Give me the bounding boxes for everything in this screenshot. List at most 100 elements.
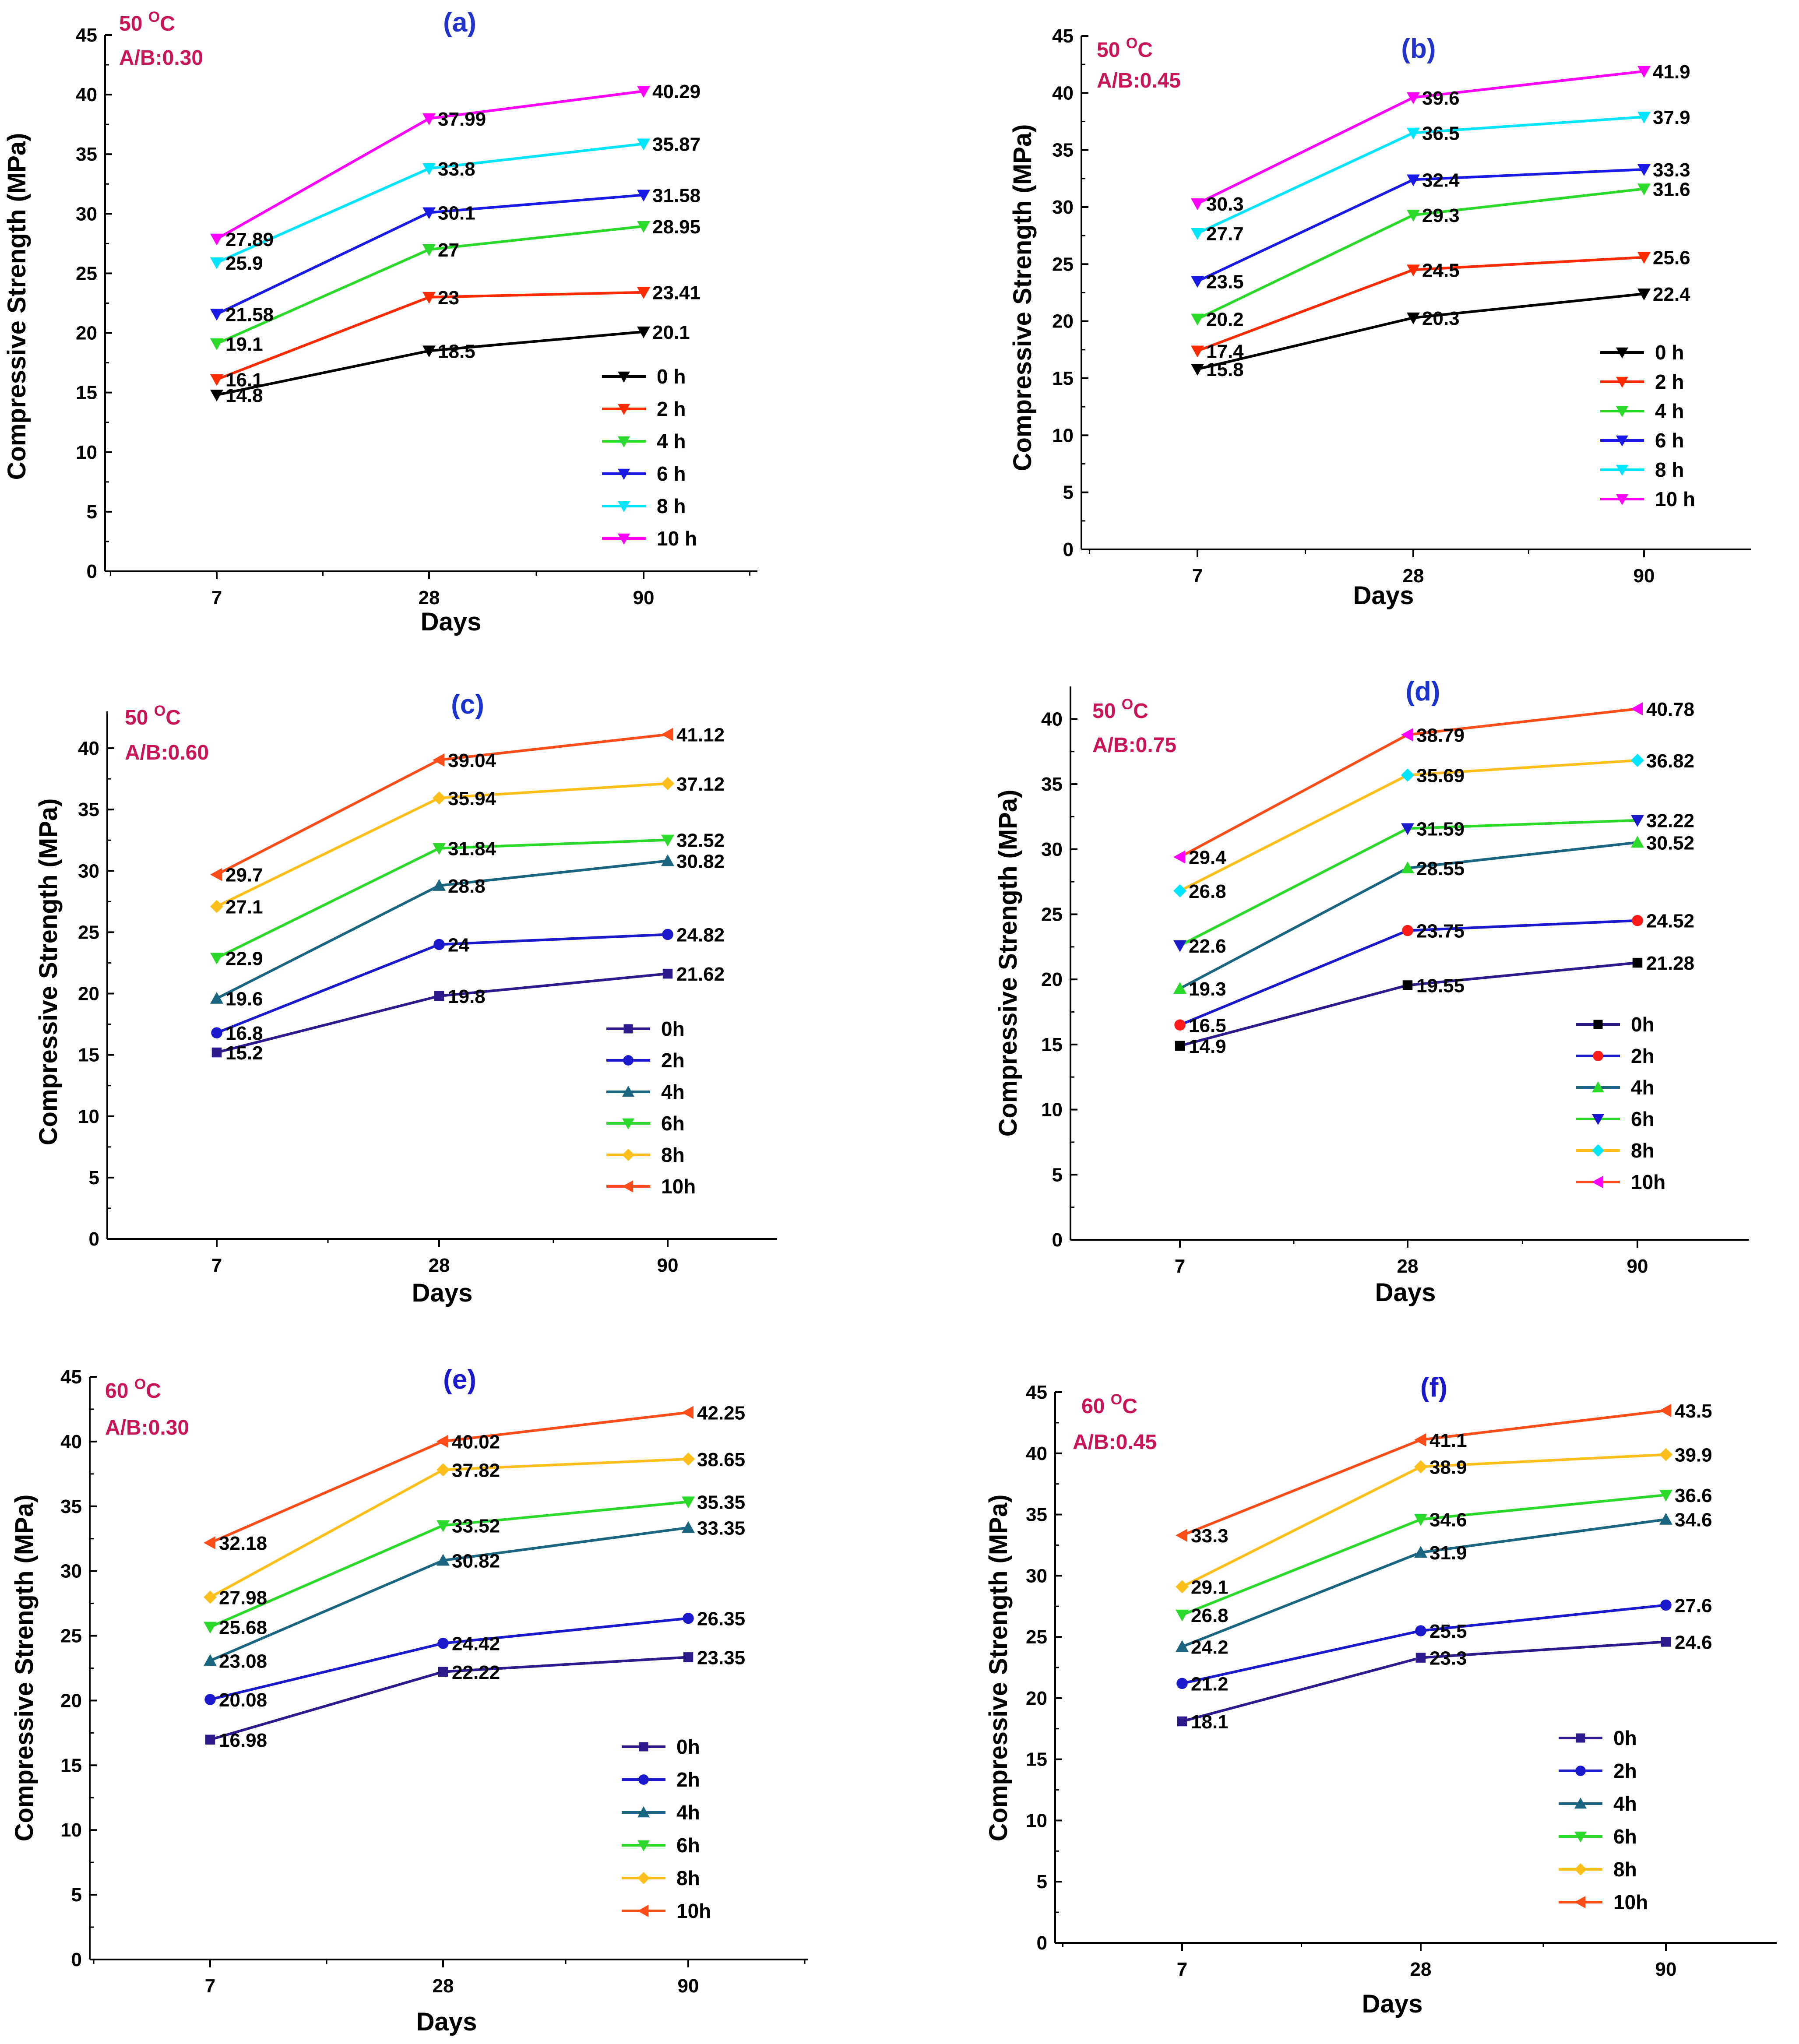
- data-label: 37.82: [452, 1460, 500, 1481]
- y-tick-label: 40: [78, 738, 99, 759]
- data-point: [1173, 884, 1186, 897]
- data-label: 35.94: [448, 788, 496, 809]
- data-point: [210, 257, 223, 269]
- legend-marker: [1593, 1051, 1603, 1061]
- series-10h: 27.89 37.99 40.29: [210, 81, 701, 250]
- legend-label: 10h: [676, 1900, 711, 1922]
- legend-entry: 4h: [1559, 1792, 1637, 1815]
- data-label: 33.52: [452, 1516, 500, 1537]
- legend-marker: [1616, 376, 1628, 388]
- data-label: 23.5: [1206, 271, 1244, 292]
- series-4h: 23.08 30.82 33.35: [204, 1518, 745, 1672]
- data-label: 15.2: [225, 1042, 263, 1064]
- data-point: [1402, 980, 1413, 990]
- y-tick-label: 35: [60, 1496, 82, 1517]
- y-tick-label: 35: [1041, 774, 1063, 795]
- legend-label: 4h: [1613, 1792, 1637, 1815]
- data-point: [1407, 210, 1420, 222]
- x-tick-label: 90: [1634, 565, 1655, 587]
- y-tick-label: 0: [89, 1228, 99, 1250]
- data-label: 27.98: [219, 1587, 267, 1608]
- series-10h: 30.3 39.6 41.9: [1191, 61, 1690, 215]
- data-label: 14.8: [225, 385, 263, 406]
- data-label: 22.9: [225, 948, 263, 969]
- data-point: [637, 287, 650, 299]
- legend-marker: [1574, 1831, 1587, 1843]
- series-2h: 17.4 24.5 25.6: [1191, 247, 1690, 362]
- data-label: 33.35: [697, 1518, 745, 1539]
- ratio-label: A/B:0.30: [119, 46, 203, 70]
- data-point: [1176, 1640, 1189, 1652]
- data-point: [661, 834, 674, 847]
- y-axis-title: Compressive Strength (MPa): [994, 790, 1022, 1137]
- data-label: 38.65: [697, 1449, 745, 1471]
- legend-entry: 0h: [1576, 1013, 1655, 1036]
- series-line: [216, 225, 644, 345]
- series-line: [1197, 292, 1644, 371]
- data-point: [210, 338, 223, 351]
- series-0h: 14.8 18.5 20.1: [210, 322, 690, 406]
- legend-marker: [1576, 1733, 1585, 1743]
- data-label: 35.87: [652, 134, 701, 155]
- data-point: [1173, 940, 1186, 952]
- series-0h: 18.1 23.3 24.6: [1177, 1632, 1712, 1733]
- data-point: [1414, 1460, 1427, 1474]
- series-0h: 15.2 19.8 21.62: [211, 964, 725, 1064]
- series-line: [1197, 187, 1644, 320]
- data-point: [683, 1612, 694, 1624]
- y-tick-label: 25: [76, 263, 97, 284]
- legend-entry: 6h: [1559, 1825, 1637, 1848]
- data-label: 36.6: [1675, 1485, 1712, 1506]
- legend-label: 6h: [1613, 1825, 1637, 1848]
- legend-marker: [1575, 1766, 1586, 1776]
- series-4h: 19.1 27 28.95: [210, 216, 701, 355]
- data-label: 39.04: [448, 750, 496, 771]
- series-2h: 20.08 24.42 26.35: [204, 1608, 745, 1711]
- series-line: [1179, 961, 1638, 1047]
- legend-label: 10 h: [1655, 488, 1695, 510]
- legend-entry: 6h: [622, 1834, 700, 1857]
- legend-marker: [618, 468, 630, 480]
- y-tick-label: 10: [76, 442, 97, 463]
- data-point: [637, 86, 650, 98]
- data-point: [661, 777, 674, 790]
- y-tick-label: 0: [1063, 539, 1074, 560]
- ratio-label: A/B:0.45: [1073, 1431, 1157, 1454]
- data-point: [1415, 1625, 1426, 1636]
- y-axis-title: Compressive Strength (MPa): [34, 799, 63, 1146]
- x-tick-label: 7: [205, 1975, 215, 1997]
- y-tick-label: 30: [78, 860, 99, 882]
- data-label: 34.6: [1675, 1509, 1712, 1531]
- data-label: 28.8: [448, 876, 486, 897]
- legend-entry: 10h: [1576, 1171, 1665, 1193]
- legend-entry: 6 h: [602, 462, 686, 485]
- data-point: [1401, 728, 1413, 742]
- chart-panel-c: 0 5 10 15 20 25 30 35 40 7 28 90 Days Compressive Str…: [34, 690, 777, 1307]
- data-label: 28.95: [652, 216, 701, 238]
- legend-marker: [622, 1149, 634, 1161]
- data-point: [210, 953, 223, 965]
- data-label: 37.12: [676, 774, 725, 795]
- series-line: [1197, 256, 1644, 352]
- legend-marker: [622, 1118, 634, 1129]
- panel-label: (a): [443, 7, 476, 38]
- data-point: [682, 1452, 695, 1466]
- y-tick-label: 45: [60, 1366, 82, 1388]
- data-point: [210, 900, 223, 913]
- data-point: [210, 374, 223, 386]
- data-label: 31.84: [448, 838, 496, 860]
- legend-entry: 2h: [1559, 1759, 1637, 1782]
- legend-entry: 4 h: [1600, 400, 1684, 422]
- data-label: 30.1: [438, 203, 475, 224]
- data-point: [683, 1652, 694, 1662]
- data-point: [422, 207, 436, 219]
- data-label: 27.89: [225, 229, 274, 250]
- data-point: [1637, 66, 1651, 78]
- data-point: [1173, 982, 1186, 994]
- y-tick-label: 35: [1052, 140, 1074, 161]
- y-tick-label: 30: [76, 203, 97, 225]
- y-tick-label: 10: [60, 1819, 82, 1841]
- data-label: 24.42: [452, 1633, 500, 1655]
- data-label: 19.8: [448, 986, 486, 1007]
- y-tick-label: 5: [71, 1884, 82, 1906]
